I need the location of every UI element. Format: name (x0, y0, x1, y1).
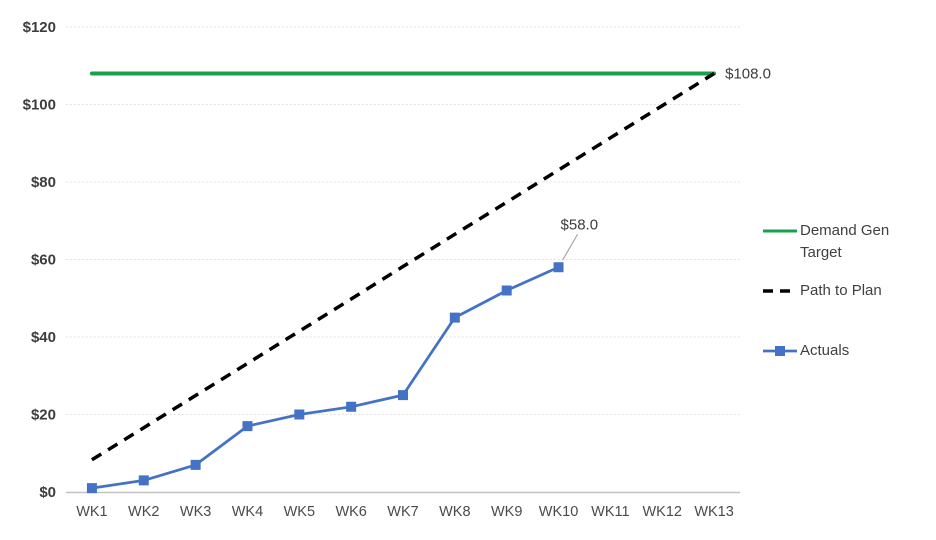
legend-label-path-to-plan: Path to Plan (800, 282, 882, 299)
legend-label-demand-gen-target: Demand Gen Target (800, 222, 890, 261)
data-point-marker (398, 390, 408, 401)
legend-item-path-to-plan: Path to Plan (762, 280, 912, 302)
y-axis-tick-label: $120 (23, 19, 56, 36)
annotation-leader-line (562, 233, 579, 261)
y-axis-tick-label: $80 (31, 174, 56, 191)
x-axis-tick-label: WK6 (335, 504, 366, 520)
chart-legend: Demand Gen Target Path to Plan Actuals (762, 220, 912, 362)
x-axis-tick-label: WK12 (642, 504, 682, 520)
x-axis-tick-label: WK13 (694, 504, 734, 520)
y-axis-tick-label: $20 (31, 407, 56, 424)
y-axis-tick-label: $60 (31, 252, 56, 269)
x-axis-tick-label: WK7 (387, 504, 418, 520)
legend-item-actuals: Actuals (762, 340, 912, 362)
x-axis-tick-label: WK3 (180, 504, 211, 520)
x-axis-tick-label: WK11 (591, 504, 629, 520)
data-point-marker (138, 475, 149, 486)
y-axis-tick-label: $40 (31, 329, 56, 346)
legend-swatch-solid-line-icon (763, 229, 797, 233)
x-axis-tick-label: WK2 (128, 504, 159, 520)
data-point-marker (553, 262, 564, 273)
x-axis-tick-label: WK8 (439, 504, 470, 520)
annotation-label: $108.0 (725, 66, 771, 83)
y-axis-tick-label: $100 (23, 97, 56, 114)
x-axis-tick-label: WK1 (76, 504, 107, 520)
data-point-marker (242, 421, 253, 432)
data-point-marker (449, 312, 460, 323)
y-axis-tick-label: $0 (39, 484, 56, 501)
series-line-actuals (90, 265, 560, 490)
legend-label-actuals: Actuals (800, 342, 850, 359)
data-point-marker (346, 401, 357, 412)
x-axis-tick-label: WK5 (284, 504, 315, 520)
series-line-path-to-plan (90, 72, 716, 462)
x-axis-tick-label: WK4 (232, 504, 263, 520)
data-point-marker (501, 285, 512, 296)
x-axis-tick-label: WK10 (539, 504, 579, 520)
legend-swatch-marker-line-icon (763, 346, 797, 356)
legend-item-demand-gen-target: Demand Gen Target (762, 220, 912, 264)
legend-swatch-dashed-line-icon (763, 289, 797, 293)
x-axis-tick-label: WK9 (491, 504, 522, 520)
data-point-marker (190, 459, 201, 470)
annotation-label: $58.0 (561, 216, 599, 233)
data-point-marker (86, 483, 97, 494)
data-point-marker (294, 409, 305, 420)
